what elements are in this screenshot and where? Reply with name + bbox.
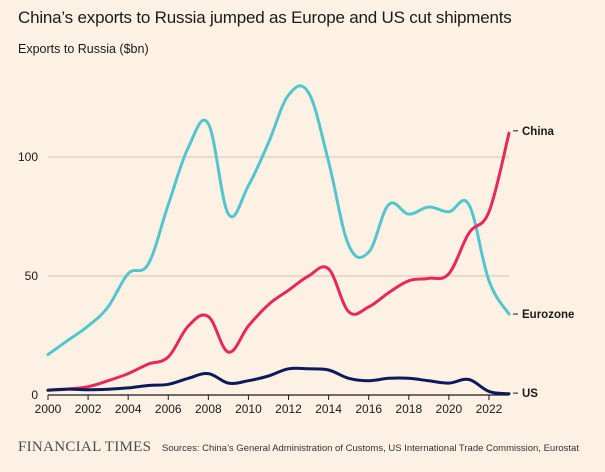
x-tick-label: 2000 (35, 402, 62, 416)
source-note: Sources: China’s General Administration … (162, 443, 579, 454)
series-label-us: US (522, 388, 538, 400)
y-tick-label: 0 (31, 388, 38, 402)
x-tick-label: 2016 (355, 402, 382, 416)
x-tick-label: 2006 (155, 402, 182, 416)
series-label-china: China (522, 126, 555, 138)
y-tick-label: 50 (25, 269, 39, 283)
series-label-eurozone: Eurozone (522, 309, 574, 321)
y-tick-labels: 0 50 100 (18, 150, 38, 402)
x-tick-label: 2004 (115, 402, 142, 416)
x-tick-label: 2018 (395, 402, 422, 416)
series-labels: Eurozone China US (513, 126, 574, 400)
series-lines (46, 84, 511, 396)
x-tick-label: 2010 (235, 402, 262, 416)
series-line-china (46, 131, 511, 392)
series-line-us (46, 366, 511, 396)
x-tick-label: 2014 (315, 402, 342, 416)
series-line-eurozone (46, 84, 511, 356)
chart-title: China’s exports to Russia jumped as Euro… (18, 8, 512, 27)
x-tick-label: 2002 (75, 402, 102, 416)
x-tick-label: 2012 (275, 402, 302, 416)
gridlines (48, 156, 509, 396)
y-tick-label: 100 (18, 150, 38, 164)
x-tick-label: 2008 (195, 402, 222, 416)
x-tick-label: 2022 (476, 402, 503, 416)
ft-logo: FINANCIAL TIMES (18, 439, 152, 455)
x-tick-label: 2020 (436, 402, 463, 416)
y-axis-label: Exports to Russia ($bn) (18, 42, 149, 56)
x-tick-labels: 2000 2002 2004 2006 2008 2010 2012 2014 2016 2018… (35, 395, 503, 416)
